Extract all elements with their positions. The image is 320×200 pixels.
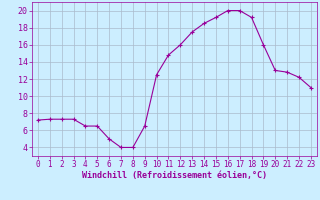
X-axis label: Windchill (Refroidissement éolien,°C): Windchill (Refroidissement éolien,°C) <box>82 171 267 180</box>
